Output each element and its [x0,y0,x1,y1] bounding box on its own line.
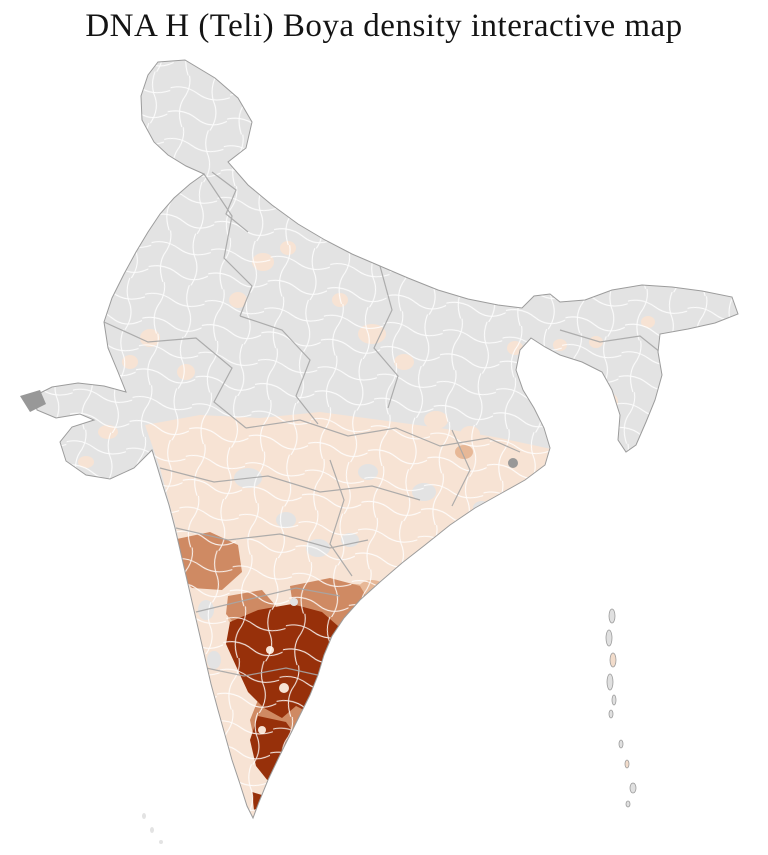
island[interactable] [624,759,630,769]
island[interactable] [629,782,637,794]
island[interactable] [608,608,616,624]
lakshadweep-islands[interactable] [142,813,163,844]
island[interactable] [625,800,631,808]
medium-south-tn[interactable] [272,785,292,799]
map-title: DNA H (Teli) Boya density interactive ma… [85,8,683,44]
island[interactable] [609,652,617,668]
andaman-nicobar-islands[interactable] [605,608,637,808]
district-borders-pattern [34,60,738,818]
island[interactable] [608,709,614,719]
island[interactable] [150,827,154,833]
island[interactable] [606,673,614,691]
rann-patch[interactable] [20,390,46,412]
state-borders [103,171,661,677]
dark-district-kolkata[interactable] [508,458,518,468]
medium-low-patch[interactable] [288,753,312,771]
island[interactable] [605,629,613,647]
island[interactable] [618,739,624,749]
island[interactable] [611,694,617,706]
island[interactable] [142,813,146,819]
island[interactable] [159,840,163,844]
